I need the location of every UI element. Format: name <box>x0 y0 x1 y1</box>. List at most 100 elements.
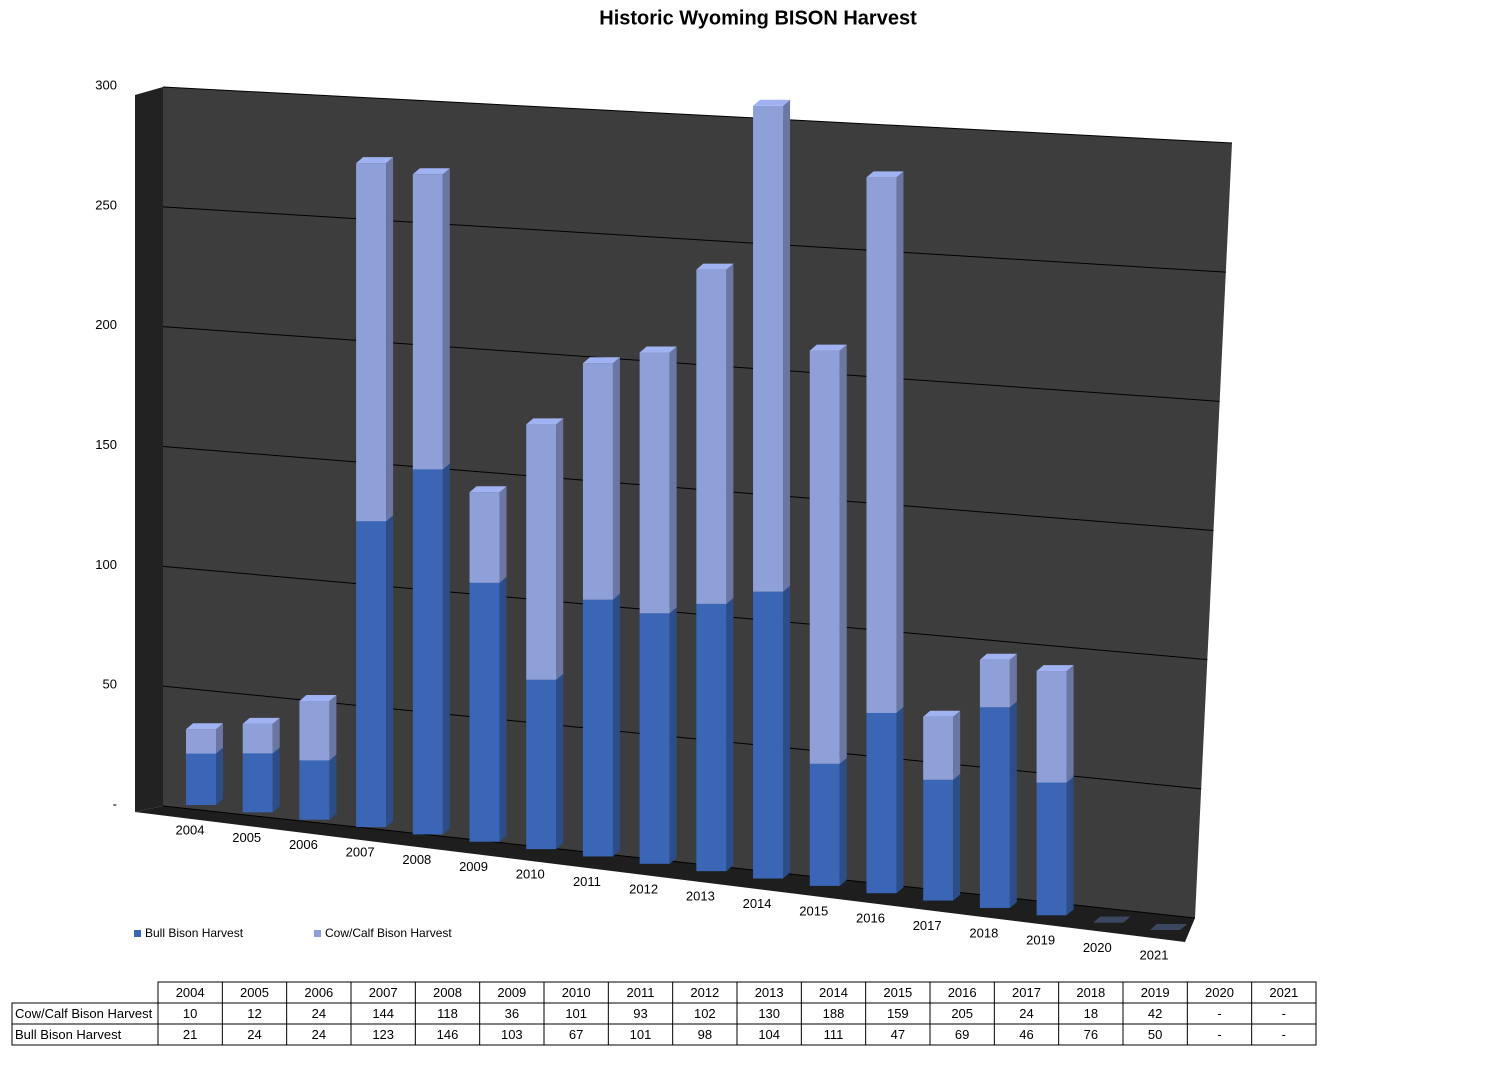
table-header: 2013 <box>755 985 784 1000</box>
bar-front <box>923 716 954 780</box>
x-tick-label: 2010 <box>516 867 545 882</box>
table-header: 2018 <box>1076 985 1105 1000</box>
bar <box>753 585 791 879</box>
table-cell: 24 <box>312 1006 326 1021</box>
bar <box>979 701 1017 908</box>
legend-swatch <box>134 930 141 937</box>
bar-front <box>753 105 784 592</box>
table-cell: 123 <box>372 1027 394 1042</box>
x-tick-label: 2008 <box>402 852 431 867</box>
bar <box>696 597 734 872</box>
legend-label: Cow/Calf Bison Harvest <box>325 926 452 940</box>
bar <box>469 576 507 842</box>
x-tick-label: 2020 <box>1083 940 1112 955</box>
bar-side <box>386 157 394 522</box>
bar-front <box>1036 671 1067 783</box>
grid-line <box>162 206 1226 273</box>
bar-side <box>556 673 564 850</box>
table-cell: 12 <box>247 1006 261 1021</box>
table-cell: - <box>1282 1006 1286 1021</box>
bar <box>469 486 507 583</box>
bar <box>923 773 961 901</box>
table-cell: 93 <box>633 1006 647 1021</box>
table-row-label: Cow/Calf Bison Harvest <box>15 1006 153 1021</box>
table-cell: 104 <box>758 1027 780 1042</box>
bar-side <box>839 344 847 764</box>
x-tick-label: 2007 <box>346 844 375 859</box>
bar-side <box>442 168 450 470</box>
bar-front <box>639 613 670 864</box>
x-tick-label: 2012 <box>629 881 658 896</box>
bar-side <box>556 418 564 680</box>
bar <box>639 346 677 614</box>
bar-side <box>442 463 450 835</box>
bar-top <box>582 357 620 364</box>
table-cell: 118 <box>437 1006 458 1021</box>
bar-side <box>896 706 904 894</box>
bar <box>186 723 223 754</box>
table-header: 2008 <box>433 985 462 1000</box>
y-tick-label: 250 <box>95 197 117 212</box>
y-tick-label: 150 <box>95 437 117 452</box>
table-header: 2010 <box>562 985 591 1000</box>
x-tick-label: 2011 <box>573 874 601 889</box>
bar-top <box>1093 916 1131 923</box>
x-tick-label: 2014 <box>743 896 772 911</box>
table-cell: 205 <box>951 1006 973 1021</box>
bar <box>1150 924 1187 930</box>
bar-front <box>186 753 216 805</box>
bar-front <box>412 469 443 835</box>
bar-front <box>526 679 557 850</box>
table-header: 2011 <box>627 985 655 1000</box>
bar-top <box>809 344 847 351</box>
table-cell: 98 <box>698 1027 712 1042</box>
bar-side <box>499 576 507 842</box>
y-tick-label: 300 <box>95 77 117 92</box>
bar-front <box>356 521 387 828</box>
bar-top <box>696 263 734 270</box>
table-row-label: Bull Bison Harvest <box>15 1027 122 1042</box>
bar-front <box>469 582 500 842</box>
bar-front <box>186 729 216 754</box>
y-tick-label: 200 <box>95 317 117 332</box>
bar-front <box>299 701 330 761</box>
bar <box>299 695 337 761</box>
bar-side <box>953 773 961 901</box>
bar <box>866 706 904 894</box>
bar <box>639 607 677 864</box>
bar-top <box>923 710 961 717</box>
table-cell: 47 <box>891 1027 905 1042</box>
bar-side <box>216 747 223 805</box>
bar-top <box>866 171 904 178</box>
table-cell: 69 <box>955 1027 969 1042</box>
bar <box>582 593 620 857</box>
bar <box>356 157 394 522</box>
table-cell: 50 <box>1148 1027 1162 1042</box>
table-cell: 188 <box>823 1006 845 1021</box>
bar-side <box>216 723 223 754</box>
table-cell: 159 <box>887 1006 909 1021</box>
bar-side <box>669 607 677 864</box>
legend-label: Bull Bison Harvest <box>145 926 244 940</box>
bar-front <box>979 659 1010 708</box>
bar <box>696 263 734 604</box>
table-header: 2020 <box>1205 985 1234 1000</box>
bar-side <box>726 597 734 872</box>
bar-side <box>329 754 337 820</box>
table-header: 2007 <box>369 985 398 1000</box>
bar-front <box>639 352 670 614</box>
table-cell: 144 <box>372 1006 394 1021</box>
bar <box>979 653 1017 708</box>
bar-top <box>1036 665 1074 672</box>
grid-line <box>162 565 1208 661</box>
floor <box>135 806 1195 942</box>
bar-front <box>242 723 273 754</box>
bar-front <box>582 363 613 600</box>
x-tick-label: 2018 <box>969 925 998 940</box>
table-cell: 146 <box>437 1027 459 1042</box>
x-tick-label: 2013 <box>686 889 715 904</box>
bar <box>412 168 450 470</box>
y-tick-label: - <box>113 796 117 811</box>
bar-side <box>272 717 280 754</box>
